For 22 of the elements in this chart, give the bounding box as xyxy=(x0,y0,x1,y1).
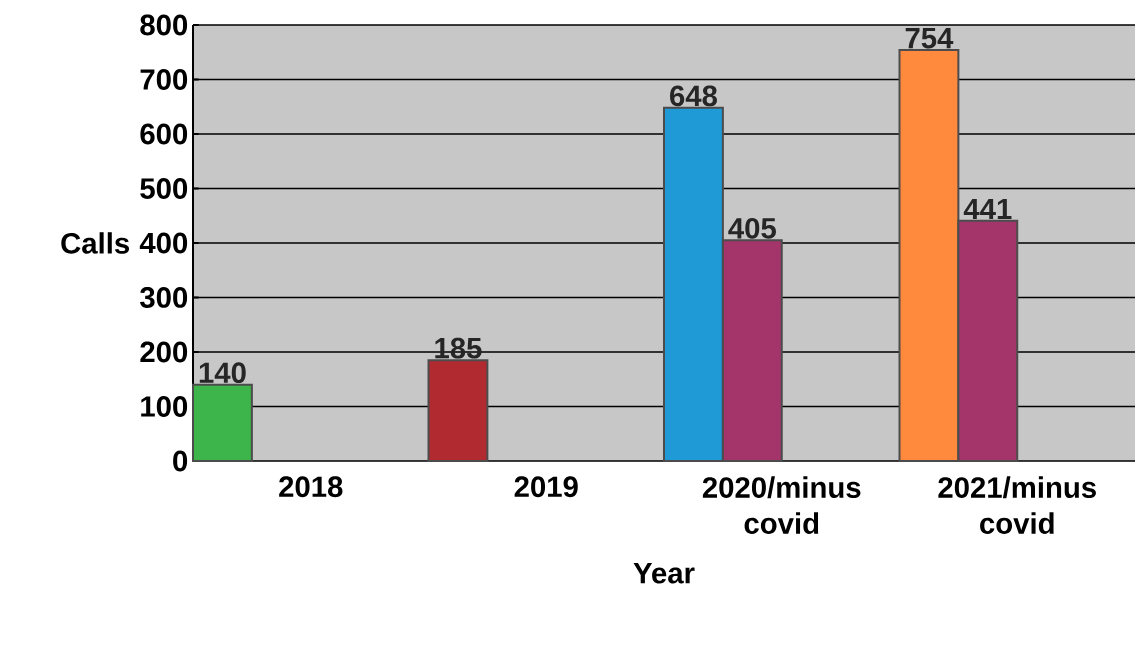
data-label: 140 xyxy=(199,362,246,384)
y-tick-label: 100 xyxy=(141,396,188,417)
x-tick-label: 2018 xyxy=(279,476,343,498)
y-tick-label: 800 xyxy=(140,14,188,36)
data-label: 405 xyxy=(728,217,776,239)
y-tick-label: 300 xyxy=(140,287,188,308)
data-label: 648 xyxy=(670,85,717,107)
bar xyxy=(427,359,489,462)
x-tick-label: 2019 xyxy=(514,476,578,498)
y-axis-title: Calls xyxy=(61,232,129,254)
x-tick-label: 2021/minus covid xyxy=(938,476,1096,534)
x-tick-label: 2020/minus covid xyxy=(702,476,861,534)
y-tick-label: 200 xyxy=(140,341,188,363)
data-label: 441 xyxy=(963,198,1012,220)
y-tick-label: 700 xyxy=(140,69,188,90)
y-tick-label: 600 xyxy=(140,123,188,145)
y-tick-label: 0 xyxy=(173,450,188,472)
data-label: 754 xyxy=(905,28,954,49)
y-tick-label: 400 xyxy=(139,232,188,254)
x-axis-title: Year xyxy=(633,563,695,584)
y-tick-label: 500 xyxy=(140,178,188,199)
bar xyxy=(192,383,253,462)
